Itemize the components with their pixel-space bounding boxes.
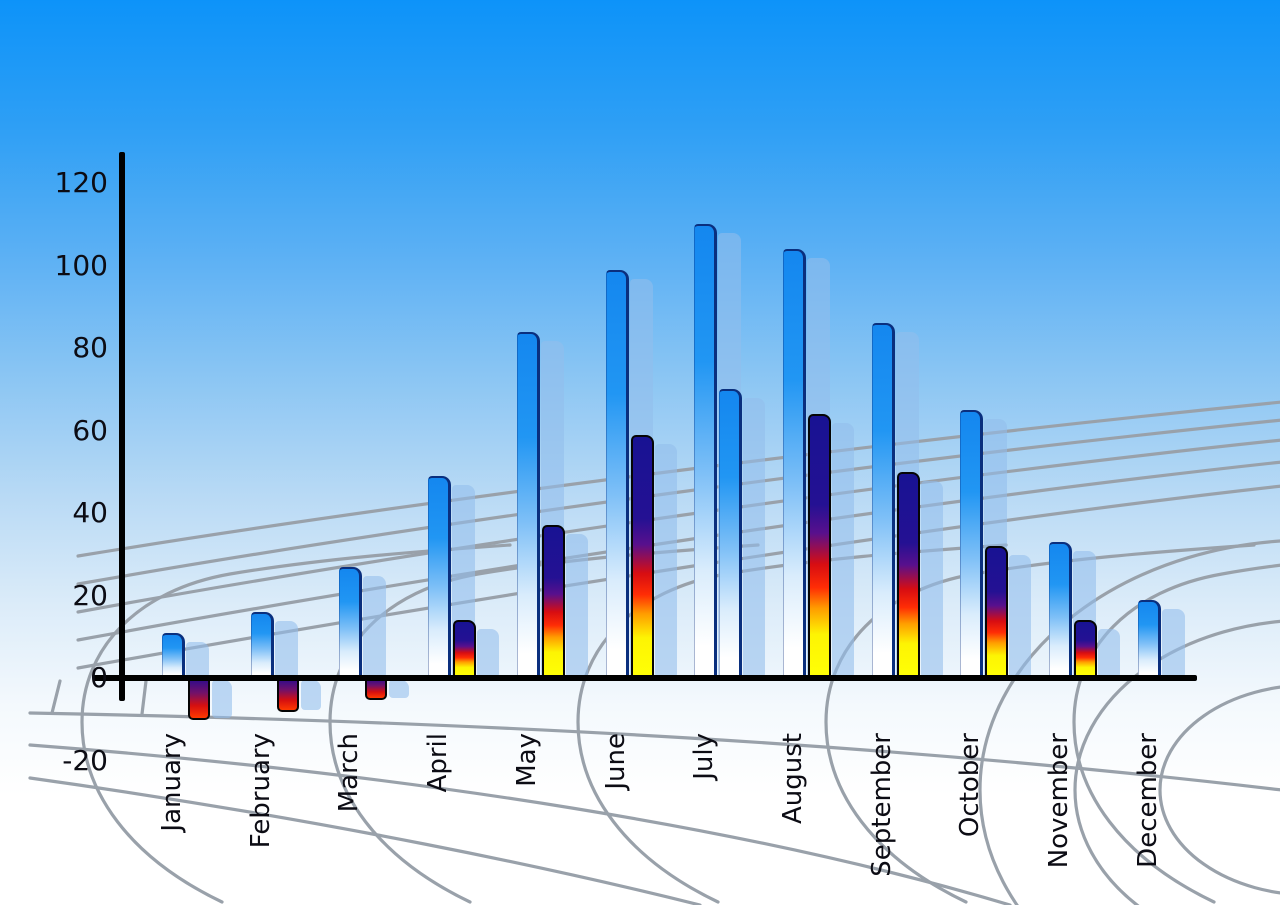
bar-primary-February	[250, 612, 274, 678]
x-label-August: August	[777, 733, 808, 824]
shadow-secondary-April	[477, 629, 500, 678]
y-tick-120: 120	[54, 166, 108, 199]
shadow-secondary-February	[300, 680, 321, 710]
bar-primary-April	[428, 475, 452, 678]
x-label-October: October	[955, 733, 986, 838]
shadow-primary-January	[186, 641, 209, 678]
bar-primary-May	[516, 331, 540, 678]
y-tick-20: 20	[72, 578, 108, 612]
x-label-November: November	[1044, 733, 1074, 869]
x-axis-baseline	[93, 675, 1197, 681]
x-label-December: December	[1132, 733, 1163, 868]
x-label-March: March	[334, 733, 365, 813]
shadow-secondary-August	[831, 423, 854, 678]
shadow-secondary-November	[1098, 629, 1120, 678]
y-tick-100: 100	[54, 248, 108, 282]
x-label-February: February	[245, 733, 276, 849]
bar-primary-November	[1049, 541, 1072, 678]
bar-primary-March	[339, 566, 363, 678]
x-label-June: June	[600, 733, 631, 790]
shadow-primary-December	[1161, 608, 1185, 678]
x-label-January: January	[157, 733, 187, 832]
bar-primary-June	[605, 269, 629, 678]
shadow-secondary-July	[743, 398, 766, 678]
y-tick-60: 60	[72, 413, 108, 447]
y-tick--20: -20	[62, 743, 108, 777]
bar-primary-August	[782, 249, 806, 678]
bar-primary-October	[960, 409, 984, 678]
y-tick-40: 40	[72, 496, 108, 529]
bar-primary-January	[162, 632, 185, 678]
bar-secondary-February	[276, 679, 299, 712]
shadow-secondary-January	[212, 680, 232, 719]
x-label-July: July	[689, 733, 720, 780]
shadow-secondary-March	[389, 680, 410, 698]
bar-secondary-January	[188, 679, 210, 721]
bar-primary-July	[694, 224, 718, 678]
bar-secondary-July	[719, 389, 743, 678]
y-tick-0: 0	[90, 661, 108, 694]
x-label-April: April	[423, 733, 454, 793]
y-tick-80: 80	[72, 331, 108, 364]
shadow-primary-February	[274, 621, 298, 678]
y-axis-line	[119, 152, 125, 701]
x-label-September: September	[866, 733, 897, 877]
bar-primary-December	[1137, 599, 1161, 678]
shadow-secondary-October	[1009, 555, 1032, 678]
x-label-May: May	[511, 733, 542, 787]
bar-primary-September	[871, 323, 895, 678]
shadow-secondary-June	[654, 443, 677, 678]
shadow-secondary-May	[565, 534, 588, 678]
bar-secondary-March	[365, 679, 388, 700]
shadow-primary-March	[363, 575, 387, 678]
shadow-secondary-September	[920, 480, 943, 678]
